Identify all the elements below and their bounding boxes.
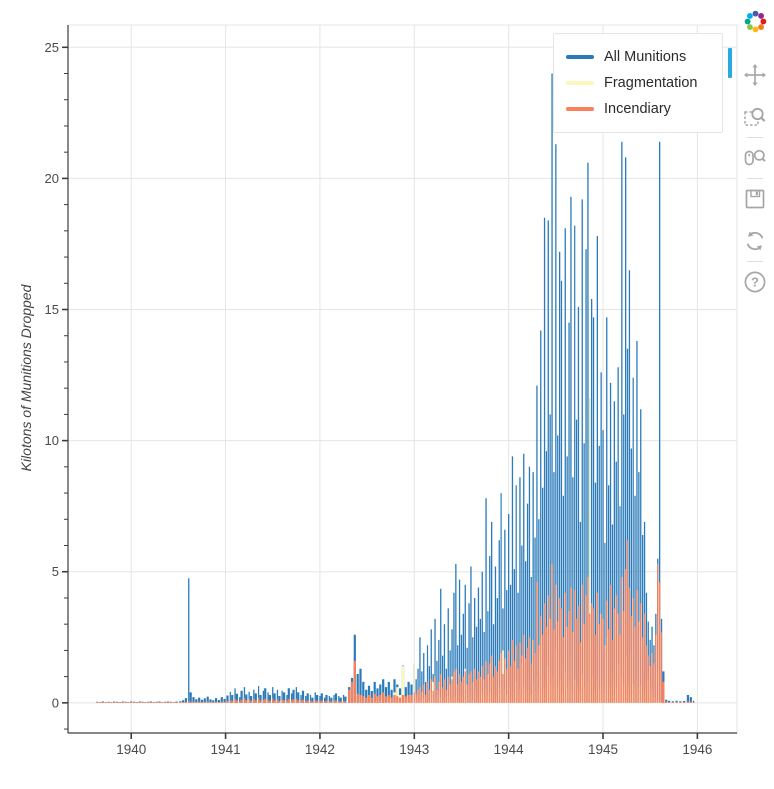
pan-tool-button[interactable]	[740, 60, 770, 90]
wheel-zoom-tool-button[interactable]	[740, 143, 770, 173]
box-zoom-tool-button[interactable]	[740, 102, 770, 132]
toolbar: ?	[736, 6, 774, 297]
help-icon: ?	[744, 271, 766, 293]
reset-tool-button[interactable]	[740, 226, 770, 256]
legend-swatch-incendiary	[566, 107, 594, 111]
legend-swatch-all-munitions	[566, 55, 594, 59]
active-tool-indicator	[728, 48, 732, 78]
x-tick-label: 1945	[588, 742, 618, 757]
y-tick-label: 15	[45, 302, 59, 317]
legend-item-incendiary: Incendiary	[566, 96, 710, 122]
wheel-zoom-icon	[744, 149, 766, 166]
legend: All Munitions Fragmentation Incendiary	[553, 33, 723, 133]
x-tick-label: 1942	[305, 742, 335, 757]
bokeh-logo-icon	[744, 10, 766, 32]
legend-item-all-munitions: All Munitions	[566, 44, 710, 70]
toolbar-divider	[747, 178, 763, 179]
legend-swatch-fragmentation	[566, 81, 594, 85]
x-tick-label: 1940	[116, 742, 146, 757]
y-tick-label: 10	[45, 433, 59, 448]
toolbar-divider	[747, 137, 763, 138]
y-tick-label: 5	[52, 564, 59, 579]
legend-label-all-munitions: All Munitions	[604, 49, 687, 65]
save-icon	[745, 189, 765, 209]
x-tick-label: 1941	[211, 742, 241, 757]
pan-icon	[744, 64, 766, 86]
series-incendiary	[96, 540, 695, 703]
y-tick-label: 0	[52, 695, 59, 710]
x-tick-label: 1943	[399, 742, 429, 757]
svg-text:?: ?	[751, 274, 759, 289]
legend-item-fragmentation: Fragmentation	[566, 70, 710, 96]
x-tick-label: 1946	[682, 742, 712, 757]
y-tick-label: 20	[45, 171, 59, 186]
reset-icon	[746, 231, 764, 251]
help-tool-button[interactable]: ?	[740, 267, 770, 297]
save-tool-button[interactable]	[740, 184, 770, 214]
x-tick-label: 1944	[494, 742, 525, 757]
box-zoom-icon	[744, 107, 766, 126]
bokeh-logo[interactable]	[740, 6, 770, 36]
series-all-munitions	[96, 73, 695, 703]
toolbar-divider	[747, 261, 763, 262]
legend-label-incendiary: Incendiary	[604, 101, 671, 117]
legend-label-fragmentation: Fragmentation	[604, 75, 698, 91]
y-tick-label: 25	[45, 40, 59, 55]
y-axis-title: Kilotons of Munitions Dropped	[18, 284, 34, 472]
